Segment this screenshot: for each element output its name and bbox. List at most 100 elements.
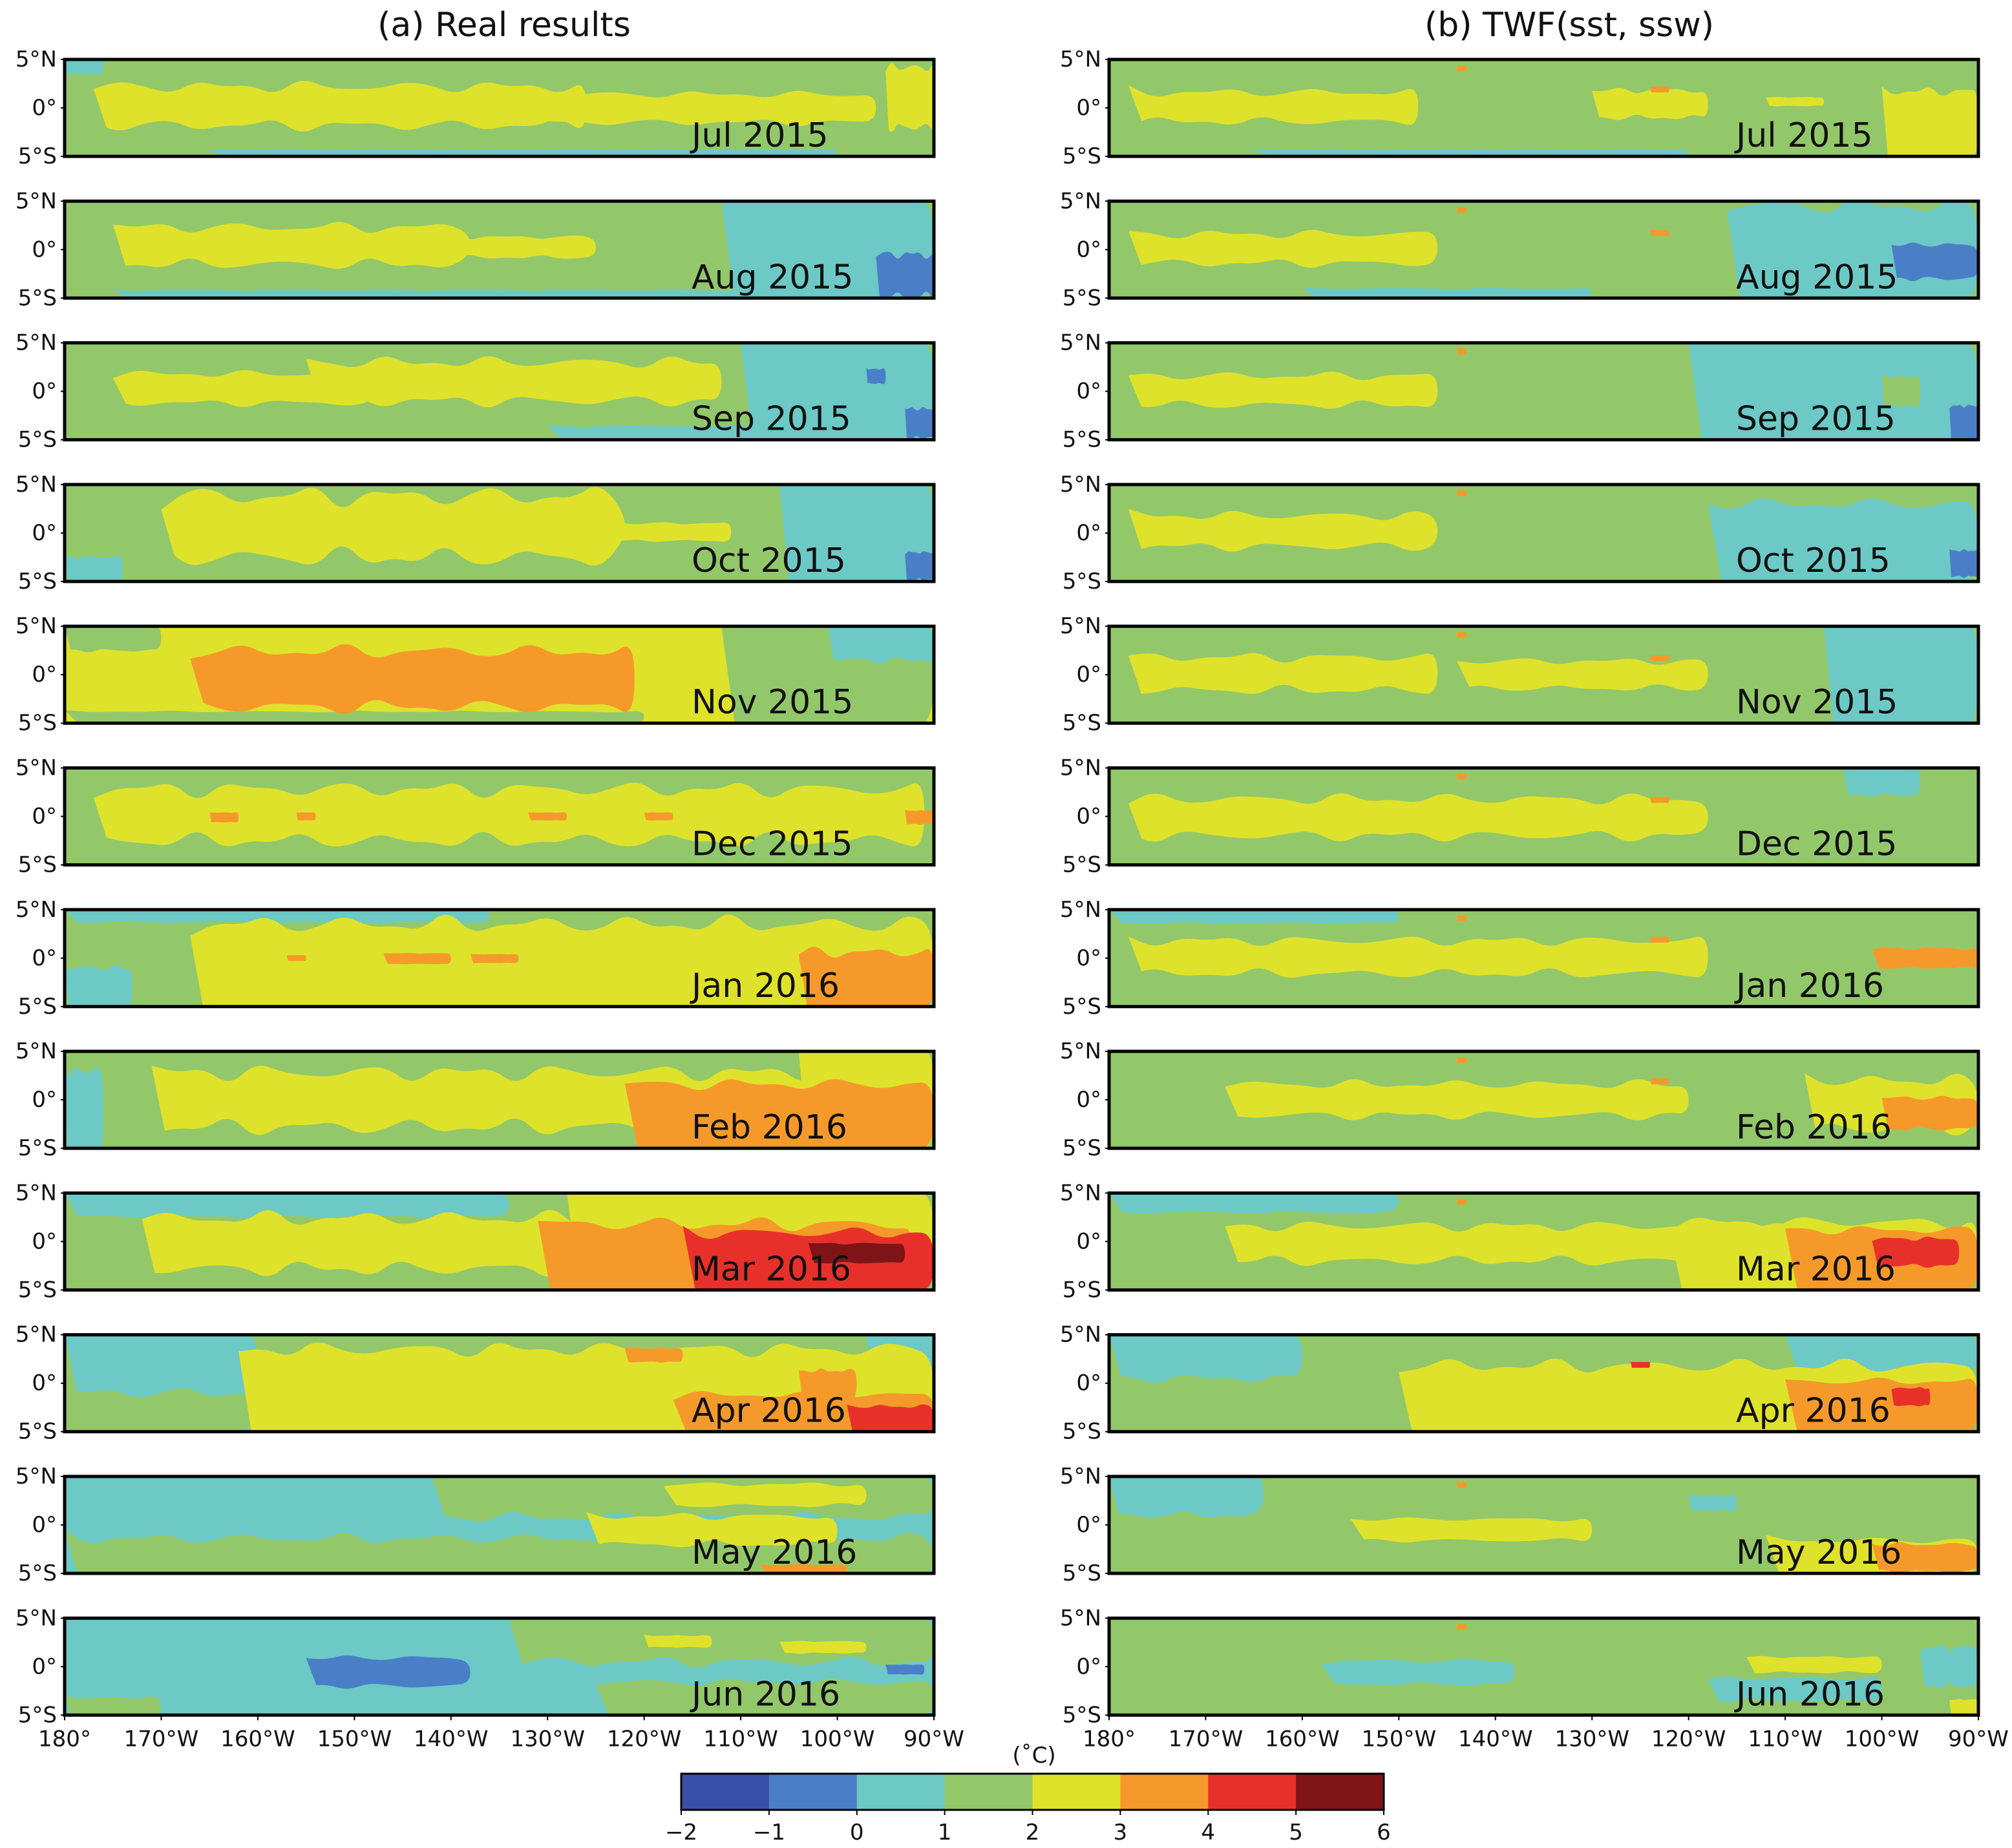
lon-tick-label: 100°W <box>1845 1726 1920 1752</box>
lat-tick-label: 5°S <box>1063 569 1101 594</box>
anomaly-region <box>112 289 741 299</box>
anomaly-region <box>905 809 934 825</box>
lat-tick-label: 5°N <box>16 1180 57 1206</box>
lat-tick-label: 0° <box>1076 945 1101 971</box>
month-label: Mar 2016 <box>692 1250 851 1288</box>
map-oct-2015: 5°N 0° 5°S Oct 2015 <box>1060 472 1980 594</box>
anomaly-region <box>1350 1517 1593 1543</box>
lat-tick-label: 5°N <box>16 330 57 356</box>
map-nov-2015: 5°N 0° 5°S Nov 2015 <box>16 613 936 736</box>
lon-tick-label: 180° <box>38 1726 91 1752</box>
month-label: Feb 2016 <box>692 1108 847 1147</box>
lat-tick-label: 0° <box>1076 95 1101 121</box>
anomaly-region <box>798 947 934 1007</box>
anomaly-region <box>1872 947 1978 969</box>
panel-title-b: (b) TWF(sst, ssw) <box>1424 6 1714 45</box>
anomaly-region <box>65 1067 103 1149</box>
anomaly-region <box>1457 207 1467 213</box>
lat-tick-label: 0° <box>32 520 57 546</box>
lat-tick-label: 0° <box>1076 520 1101 546</box>
month-label: Jul 2015 <box>690 116 829 155</box>
lon-tick-label: 110°W <box>1748 1726 1823 1752</box>
lat-tick-label: 5°N <box>1060 1464 1101 1489</box>
anomaly-region <box>1872 1236 1960 1268</box>
lat-tick-label: 5°S <box>18 1419 57 1445</box>
lat-tick-label: 5°N <box>1060 897 1101 923</box>
lat-tick-label: 0° <box>1076 1087 1101 1113</box>
map-oct-2015: 5°N 0° 5°S Oct 2015 <box>16 472 936 594</box>
colorbar-tick-label: 4 <box>1201 1820 1215 1845</box>
anomaly-region <box>1881 86 1978 156</box>
lat-tick-label: 5°N <box>16 188 57 214</box>
lat-tick-label: 5°N <box>16 1605 57 1631</box>
panel-a: 5°N 0° 5°S Jul 2015 5°N 0° 5°S Aug 2015 5°N 0° 5°S… <box>16 47 964 1752</box>
anomaly-region <box>1128 936 1708 978</box>
lat-tick-label: 5°N <box>1060 1038 1101 1064</box>
anomaly-region <box>1881 1096 1978 1131</box>
month-label: Sep 2015 <box>692 400 851 439</box>
map-feb-2016: 5°N 0° 5°S Feb 2016 <box>1060 1038 1980 1161</box>
anomaly-region <box>741 342 934 440</box>
anomaly-region <box>1457 1624 1467 1630</box>
anomaly-region <box>190 644 635 714</box>
lat-tick-label: 5°S <box>18 1277 57 1303</box>
anomaly-region <box>1872 1542 1978 1573</box>
anomaly-region <box>1457 1056 1467 1064</box>
anomaly-region <box>528 812 567 821</box>
lon-tick-label: 120°W <box>1651 1726 1726 1752</box>
anomaly-region <box>905 551 934 581</box>
lat-tick-label: 5°S <box>18 1135 57 1161</box>
lat-tick-label: 5°N <box>1060 188 1101 214</box>
anomaly-region <box>1321 1659 1515 1686</box>
anomaly-region <box>1109 1193 1399 1214</box>
anomaly-region <box>1128 229 1438 268</box>
anomaly-region <box>1109 1334 1302 1383</box>
lat-tick-label: 5°S <box>18 852 57 878</box>
lat-tick-label: 0° <box>32 1370 57 1396</box>
anomaly-region <box>876 251 934 299</box>
anomaly-region <box>65 1529 934 1573</box>
colorbar-swatch <box>1296 1774 1384 1810</box>
anomaly-region <box>65 709 644 724</box>
map-apr-2016: 5°N 0° 5°S Apr 2016 <box>1060 1322 1980 1445</box>
lat-tick-label: 5°S <box>1063 852 1101 878</box>
map-jul-2015: 5°N 0° 5°S Jul 2015 <box>16 47 936 169</box>
anomaly-region <box>209 149 838 156</box>
lon-tick-label: 130°W <box>1554 1726 1629 1752</box>
colorbar-swatch <box>768 1774 858 1810</box>
lat-tick-label: 0° <box>32 1512 57 1538</box>
anomaly-region <box>1649 86 1669 93</box>
anomaly-region <box>1649 1078 1669 1085</box>
anomaly-region <box>1457 773 1467 780</box>
colorbar-tick-label: −2 <box>665 1820 697 1845</box>
lon-tick-label: 160°W <box>1265 1726 1340 1752</box>
month-label: May 2016 <box>1736 1533 1901 1572</box>
map-jun-2016: 5°N 0° 5°S Jun 2016 <box>16 1605 936 1728</box>
lat-tick-label: 5°N <box>1060 472 1101 498</box>
anomaly-region <box>1128 85 1419 125</box>
lat-tick-label: 5°S <box>1063 427 1101 453</box>
anomaly-region <box>528 90 876 127</box>
anomaly-region <box>808 1243 905 1264</box>
anomaly-region <box>65 59 103 75</box>
anomaly-region <box>65 965 132 1007</box>
anomaly-region <box>1766 96 1824 107</box>
anomaly-region <box>65 556 123 582</box>
anomaly-region <box>190 914 934 1007</box>
anomaly-region <box>1649 655 1669 662</box>
lat-tick-label: 5°N <box>16 472 57 498</box>
anomaly-region <box>847 1404 934 1432</box>
anomaly-region <box>470 954 519 963</box>
map-mar-2016: 5°N 0° 5°S Mar 2016 <box>16 1180 936 1303</box>
anomaly-region <box>1843 768 1921 797</box>
map-sep-2015: 5°N 0° 5°S Sep 2015 <box>16 330 936 453</box>
anomaly-region <box>65 909 490 923</box>
lat-tick-label: 0° <box>1076 1512 1101 1538</box>
anomaly-region <box>1128 509 1438 552</box>
anomaly-region <box>1457 1482 1467 1489</box>
anomaly-region <box>1949 549 1978 578</box>
anomaly-region <box>1225 1079 1689 1120</box>
map-may-2016: 5°N 0° 5°S May 2016 <box>1060 1464 1980 1586</box>
map-may-2016: 5°N 0° 5°S May 2016 <box>16 1464 936 1586</box>
